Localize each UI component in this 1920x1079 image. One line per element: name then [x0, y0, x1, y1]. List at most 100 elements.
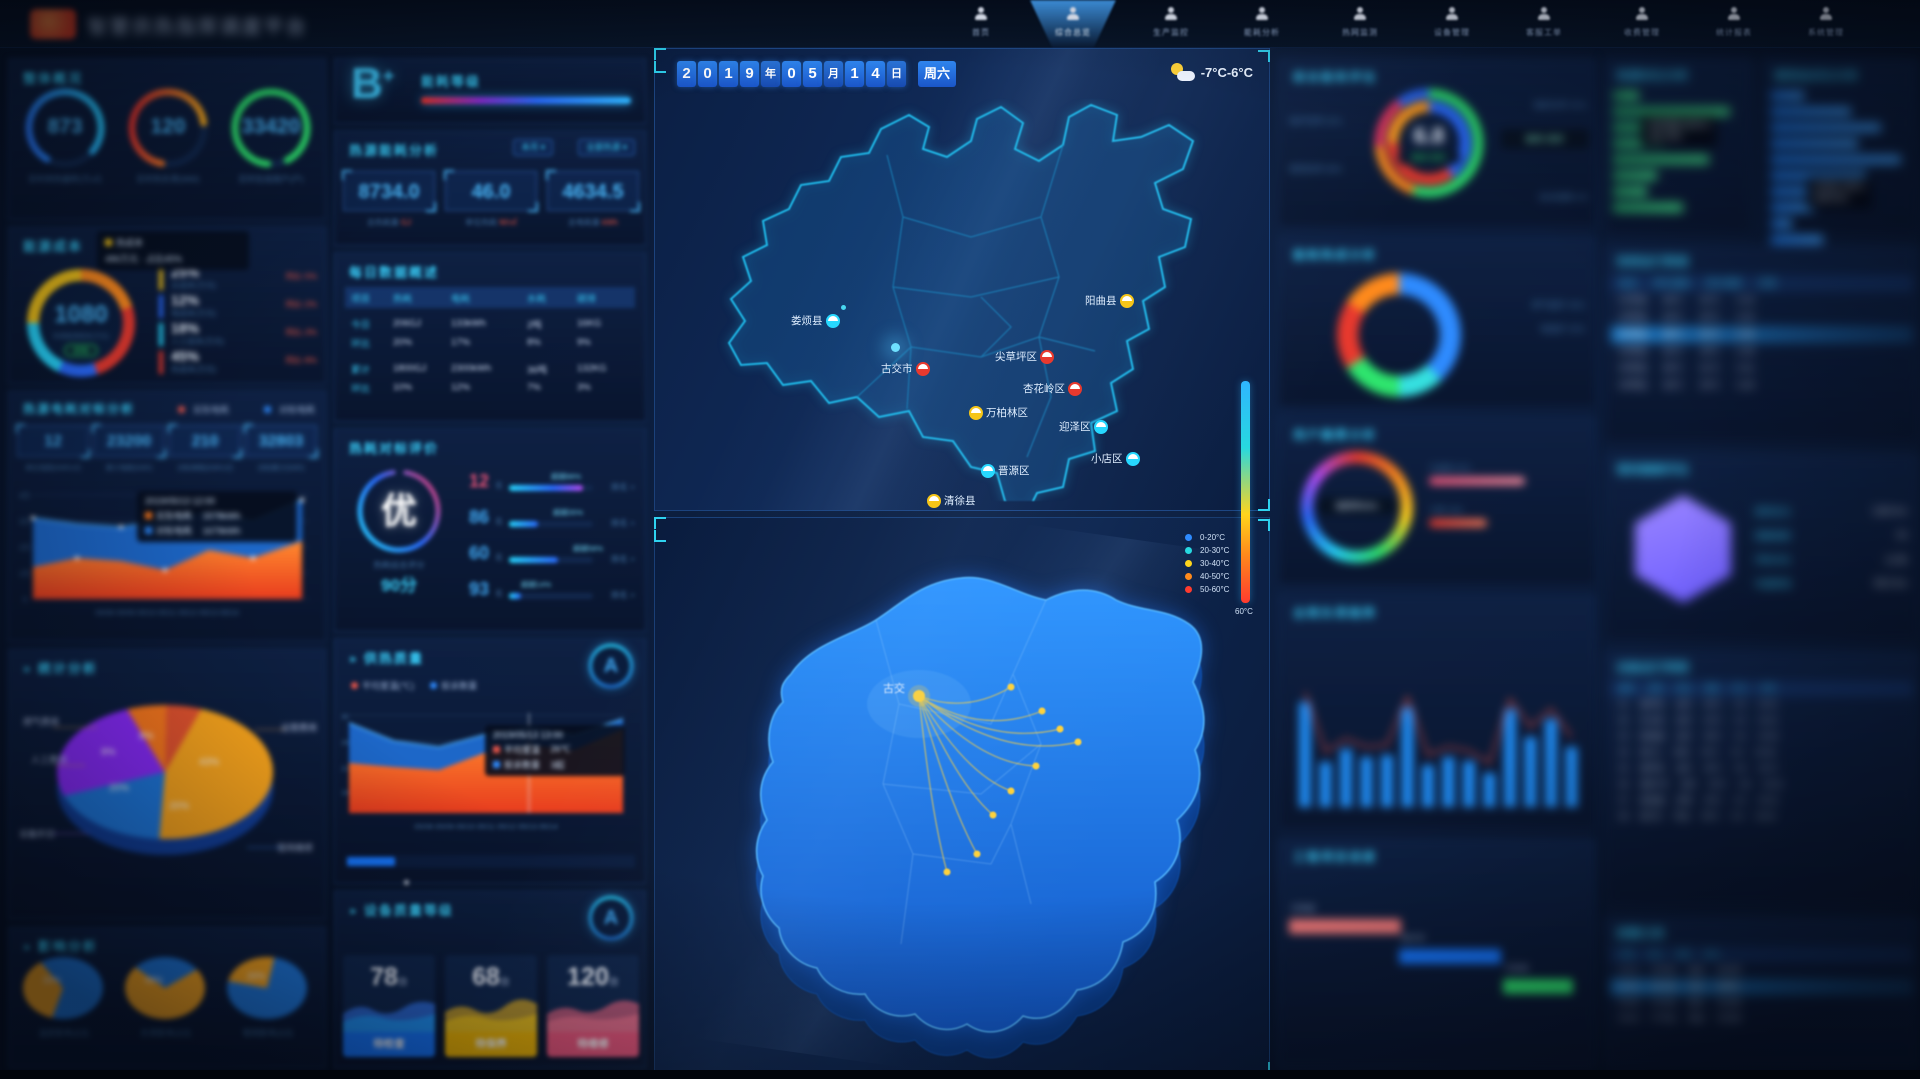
- second-column: B+ 能耗等级 热源能耗分析 本月 ▾ 全部热源 ▾ 8734.0 46.0 4…: [334, 54, 646, 1068]
- weekday-badge: 周六: [918, 61, 956, 87]
- district-marker[interactable]: 娄烦县: [791, 313, 840, 328]
- district-marker[interactable]: 杏花岭区: [1023, 381, 1082, 396]
- district-marker[interactable]: 尖草坪区: [995, 349, 1054, 364]
- table-row: 环比 20% 17% 8% 9%: [351, 337, 591, 350]
- weather-marker-icon: [825, 313, 840, 328]
- table-row: 今日 206GJ 133kWh 2吨 16KG: [351, 318, 602, 331]
- hexagon-decoration: [1635, 495, 1731, 603]
- right-column-1: 综合能效评估 6.8 能效 良好 锅炉效率 92% 管网效率 88% 输配效率 …: [1278, 54, 1596, 1068]
- metric-box: 4634.5: [546, 170, 640, 212]
- weather-marker-icon: [981, 463, 995, 478]
- filter-dropdown[interactable]: 全部热源 ▾: [578, 139, 635, 156]
- rank-row: 86 名 超越35% 排名 >: [469, 507, 635, 528]
- temperature-legend: 0-20°C 20-30°C 30-40°C 40-50°C 50-60°C: [1185, 531, 1229, 596]
- weather-marker-icon: [927, 493, 941, 508]
- panel-power-benchmark: 热源电耗对标分析 实际电耗 对标电耗 12 23200 210 32803 单位…: [8, 390, 326, 642]
- action-button[interactable]: 待维修: [547, 1032, 639, 1057]
- nav-item-network[interactable]: 热网监测: [1321, 3, 1399, 47]
- district-marker[interactable]: 古交市: [881, 361, 930, 376]
- rank-link[interactable]: 排名 >: [610, 554, 635, 564]
- legend-item: 实际电耗: [177, 403, 229, 416]
- flow-map-3d[interactable]: 古交: [661, 524, 1261, 1064]
- pie-callout: 管网维修: [277, 843, 314, 853]
- table-row: 08 阀门B 开启 58℃ 0.4 10:10: [1619, 812, 1776, 821]
- district-marker[interactable]: 清徐县: [927, 493, 976, 508]
- chart-scrollbar: [345, 855, 635, 868]
- status-badge: 达标: [64, 344, 98, 357]
- gauge-value: 120: [150, 115, 186, 138]
- nav-item-settings[interactable]: 系统管理: [1787, 3, 1865, 47]
- gantt-bar-red: [1289, 919, 1401, 934]
- district-marker[interactable]: 迎泽区: [1059, 419, 1108, 434]
- table-header: 编号 名称 状态 温度 压力 时间: [1611, 681, 1913, 697]
- filter-dropdown[interactable]: 本月 ▾: [513, 139, 553, 156]
- nav-item-overview[interactable]: 综合总览: [1034, 3, 1112, 47]
- gauge-label: 实时在线用户(户): [238, 174, 304, 184]
- gauge-area: 873 实时供热面积(万㎡): [17, 85, 113, 184]
- nav-item-production[interactable]: 生产监控: [1132, 3, 1210, 47]
- user-icon: [1066, 7, 1080, 20]
- chart-tooltip: 03号站 186GJ 负荷 82%: [1807, 177, 1872, 209]
- action-button[interactable]: 待保养: [445, 1032, 537, 1057]
- stat-box: 23200: [92, 424, 166, 458]
- table-header: 站点 供水温度 回水温度 压差: [1611, 275, 1913, 292]
- metric-box: 8734.0: [342, 170, 436, 212]
- top-navbar: 智慧供热指挥调度平台 首页 综合总览 生产监控 能耗分析 热网监测 设备管理 客…: [0, 0, 1920, 48]
- table-row: 06 锅炉2号 运行 92℃ 0.8 10:15: [1619, 780, 1783, 789]
- x-axis-labels: 05/08 05/09 05/10 05/11 05/12 05/13 05/1…: [414, 822, 557, 831]
- nav-item-energy[interactable]: 能耗分析: [1223, 3, 1301, 47]
- rank-link[interactable]: 排名 >: [610, 590, 635, 600]
- district-marker[interactable]: 阳曲县: [1085, 293, 1134, 308]
- chart-tooltip: 热成本 486万元 · 占比45%: [97, 231, 249, 270]
- nav-item-service[interactable]: 客服工单: [1505, 3, 1583, 47]
- nav-item-home[interactable]: 首页: [942, 3, 1020, 47]
- panel-title: 综合能效评估: [1293, 70, 1378, 84]
- table-row: 04号站 82℃ 49℃ 0.28: [1619, 346, 1755, 356]
- user-icon: [974, 7, 988, 20]
- rank-link[interactable]: 排名 >: [610, 518, 635, 528]
- district-marker[interactable]: 晋源区: [981, 463, 1030, 478]
- action-button[interactable]: 待检查: [343, 1032, 435, 1057]
- svg-text:3万: 3万: [19, 518, 30, 526]
- panel-title: 热耗对标评价: [349, 441, 440, 456]
- rank-link[interactable]: 排名 >: [610, 482, 635, 492]
- chart-legend: 平均室温(℃) 投诉数量: [351, 679, 477, 692]
- nav-item-billing[interactable]: 收费管理: [1603, 3, 1681, 47]
- rank-row: 60 名 超越58% 排名 >: [469, 543, 635, 564]
- panel-title: » 统计分析: [23, 661, 98, 676]
- table-row: 02号站 84℃ 50℃ 0.30: [1619, 312, 1755, 322]
- legend-item: 对标电耗: [263, 403, 315, 416]
- panel-title: 热网运行数据: [1617, 256, 1689, 268]
- svg-text:4万: 4万: [19, 492, 30, 500]
- data-table: 编号 名称 状态 温度 压力 时间 01 循环泵 运行 86℃ 0.6 10:2…: [1611, 681, 1913, 825]
- small-dot: [841, 305, 846, 310]
- wave-decoration: [343, 1001, 435, 1032]
- score-value: 90分: [381, 576, 417, 595]
- panel-title: » 供热质量: [349, 651, 424, 666]
- panel-3d-flow-map: 古交: [619, 477, 1305, 1079]
- panel-title: 热源电耗对标分析: [23, 402, 136, 416]
- panel-title: 热源对比分析: [1617, 70, 1689, 82]
- bottom-bar: [0, 1070, 1920, 1079]
- district-marker[interactable]: 万柏林区: [969, 405, 1028, 420]
- pie-callout: 运营费用: [281, 723, 318, 733]
- district-map[interactable]: [671, 99, 1255, 501]
- progress-bar: [1429, 519, 1487, 527]
- nav-item-reports[interactable]: 统计报表: [1695, 3, 1773, 47]
- gear-icon: [1445, 7, 1459, 20]
- dark-pill: 能效 良好: [1501, 129, 1589, 149]
- scrollbar-thumb[interactable]: [347, 857, 395, 866]
- weather-display: -7°C-6°C: [1169, 63, 1253, 81]
- rank-row: 93 名 超越14% 排名 >: [469, 579, 635, 600]
- table-row: 05 循环泵 运行 85℃ 0.6 10:17: [1619, 764, 1779, 773]
- panel-title: 换热站对比分析: [1775, 70, 1859, 82]
- svg-text:18: 18: [341, 790, 349, 797]
- glow-marker: [891, 343, 900, 352]
- nav-item-devices[interactable]: 设备管理: [1413, 3, 1491, 47]
- weather-marker-icon: [915, 361, 930, 376]
- district-marker[interactable]: 小店区: [1091, 451, 1140, 466]
- gear-icon: [1819, 7, 1833, 20]
